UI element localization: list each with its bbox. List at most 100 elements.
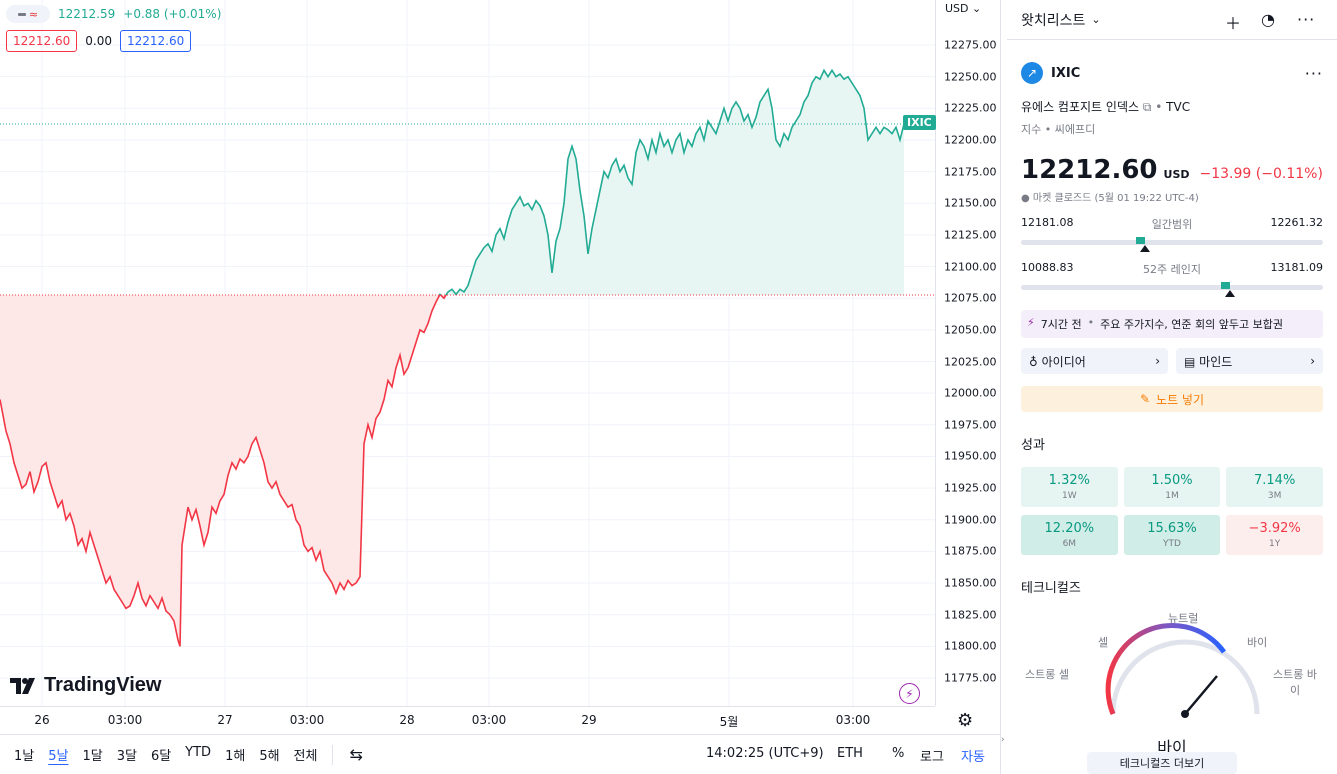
day-range-current-arrow xyxy=(1139,245,1150,252)
symbol-details: ↗ IXIC ··· 유에스 컴포지트 인덱스 ⧉ • TVC 지수 • 씨에프… xyxy=(1007,62,1337,762)
range-button[interactable]: 1달 xyxy=(82,749,103,764)
x-tick-label: 28 xyxy=(399,713,415,727)
gauge-neutral-label: 뉴트럴 xyxy=(1168,612,1199,625)
performance-period: YTD xyxy=(1163,539,1181,549)
symbol-source: TVC xyxy=(1166,100,1191,114)
current-price: 12212.60 xyxy=(1021,155,1158,185)
external-link-icon[interactable]: ⧉ xyxy=(1142,100,1152,114)
range-button[interactable]: YTD xyxy=(185,745,212,760)
percent-scale-toggle[interactable]: % xyxy=(892,746,905,761)
x-tick-label: 03:00 xyxy=(471,713,507,727)
day-range: 12181.08 일간범위 12261.32 xyxy=(1021,216,1323,252)
price-line-above xyxy=(438,68,905,296)
wave-icon: ≈ xyxy=(28,7,39,21)
technicals-gauge[interactable]: 뉴트럴 셀 바이 스트롱 셀 스트롱 바이 바이 xyxy=(1021,602,1323,762)
chart-plot[interactable] xyxy=(0,0,935,706)
price-change: −13.99 (−0.11%) xyxy=(1199,166,1323,182)
y-tick-label: 11775.00 xyxy=(944,671,997,685)
x-tick-label: 03:00 xyxy=(289,713,325,727)
watchlist-title[interactable]: 왓치리스트 xyxy=(1021,12,1086,29)
minus-icon xyxy=(17,12,26,16)
y-tick-label: 11950.00 xyxy=(944,449,997,463)
range-button[interactable]: 1날 xyxy=(14,749,35,764)
time-axis[interactable]: 26 03:00 27 03:00 28 03:00 29 5월 03:00 xyxy=(0,706,935,734)
symbol-logo-icon: ↗ xyxy=(1021,62,1043,84)
price-scale[interactable]: 12275.00 12250.00 12225.00 12200.00 12175.00… xyxy=(935,0,1001,706)
x-tick-label: 26 xyxy=(34,713,50,727)
performance-grid: 1.32% 1W 1.50% 1M 7.14% 3M 12.20% 6M 15.63% YTD −3… xyxy=(1021,467,1323,555)
ask-chip[interactable]: 12212.60 xyxy=(119,30,192,52)
tradingview-mark-icon xyxy=(10,677,35,694)
legend-toggle-button[interactable]: ≈ xyxy=(6,5,50,23)
performance-cell: 12.20% 6M xyxy=(1021,515,1118,555)
technicals-title[interactable]: 테크니컬즈 xyxy=(1021,581,1081,596)
date-range-calendar-icon[interactable]: ⇆ xyxy=(349,745,363,764)
symbol-more-icon[interactable]: ··· xyxy=(1304,63,1323,83)
legend-last-price: 12212.59 xyxy=(58,7,116,21)
range-button[interactable]: 5날 xyxy=(48,749,69,764)
chevron-down-icon[interactable]: ⌄ xyxy=(1091,13,1101,26)
performance-title: 성과 xyxy=(1021,438,1045,453)
legend-price-row: ≈ 12212.59 +0.88 (+0.01%) xyxy=(6,5,221,23)
bid-chip[interactable]: 12212.60 xyxy=(6,30,78,52)
clock-timezone[interactable]: 14:02:25 (UTC+9) xyxy=(706,746,824,761)
add-note-button[interactable]: ✎ 노트 넣기 xyxy=(1021,386,1323,412)
market-status-time: (5월 01 19:22 UTC-4) xyxy=(1094,193,1199,204)
pie-chart-icon[interactable]: ◔ xyxy=(1261,10,1275,29)
lightning-icon[interactable]: ⚡ xyxy=(899,683,920,704)
status-dot-icon: ● xyxy=(1021,193,1030,204)
tradingview-logo[interactable]: TradingView xyxy=(10,674,161,697)
chart-pane[interactable]: ≈ 12212.59 +0.88 (+0.01%) 12212.60 0.00 … xyxy=(0,0,1001,774)
range-button[interactable]: 전체 xyxy=(293,749,318,764)
market-status: ● 마켓 클로즈드 (5월 01 19:22 UTC-4) xyxy=(1021,189,1323,204)
range-button[interactable]: 5해 xyxy=(259,749,280,764)
y-tick-label: 11850.00 xyxy=(944,576,997,590)
week52-label: 52주 레인지 xyxy=(1143,263,1201,276)
gauge-svg xyxy=(1105,622,1260,718)
y-tick-label: 12125.00 xyxy=(944,228,997,242)
gauge-sell-label: 셀 xyxy=(1098,636,1109,649)
auto-scale-toggle[interactable]: 자동 xyxy=(961,750,985,765)
currency-dropdown[interactable]: USD ⌄ xyxy=(945,2,981,15)
minds-button[interactable]: ▤ 마인드 › xyxy=(1176,348,1323,374)
log-scale-toggle[interactable]: 로그 xyxy=(920,750,944,765)
week52-low: 10088.83 xyxy=(1021,261,1074,274)
symbol-ticker[interactable]: IXIC xyxy=(1051,65,1081,81)
lightbulb-icon: ♁ xyxy=(1029,354,1038,369)
more-options-icon[interactable]: ··· xyxy=(1297,10,1316,29)
pencil-icon: ✎ xyxy=(1139,392,1151,406)
news-headline[interactable]: ⚡ 7시간 전 • 주요 주가지수, 연준 회의 앞두고 보합권 xyxy=(1021,310,1323,338)
session-toggle[interactable]: ETH xyxy=(837,746,863,761)
tradingview-wordmark: TradingView xyxy=(44,674,162,696)
performance-value: 1.32% xyxy=(1048,473,1090,488)
x-tick-label: 03:00 xyxy=(835,713,871,727)
performance-cell: 7.14% 3M xyxy=(1226,467,1323,507)
symbol-name[interactable]: 유에스 컴포지트 인덱스 xyxy=(1021,100,1140,114)
range-button[interactable]: 1해 xyxy=(225,749,246,764)
gauge-strong-buy-label: 스트롱 바이 xyxy=(1273,668,1317,697)
y-tick-label: 12050.00 xyxy=(944,323,997,337)
panel-collapse-handle[interactable]: › xyxy=(1001,735,1005,745)
range-buttons: 1날 5날 1달 3달 6달 YTD 1해 5해 전체 xyxy=(7,745,324,764)
range-button[interactable]: 6달 xyxy=(150,749,172,764)
x-tick-label: 03:00 xyxy=(107,713,143,727)
y-tick-label: 11900.00 xyxy=(944,513,997,527)
minds-label: 마인드 xyxy=(1199,354,1233,369)
watchlist-panel: 왓치리스트 ⌄ ＋ ◔ ··· ↗ IXIC ··· 유에스 컴포지트 인덱스 … xyxy=(1007,0,1337,774)
gear-icon[interactable]: ⚙ xyxy=(957,710,974,731)
price-line-below xyxy=(0,295,457,647)
ideas-button[interactable]: ♁ 아이디어 › xyxy=(1021,348,1168,374)
more-technicals-button[interactable]: 테크니컬즈 더보기 xyxy=(1087,752,1237,774)
gauge-strong-sell-label: 스트롱 셀 xyxy=(1025,668,1069,681)
add-symbol-icon[interactable]: ＋ xyxy=(1225,14,1242,33)
range-button[interactable]: 3달 xyxy=(116,749,137,764)
area-fill-above xyxy=(0,70,904,296)
y-tick-label: 12000.00 xyxy=(944,386,997,400)
price-row: 12212.60 USD −13.99 (−0.11%) xyxy=(1021,155,1323,185)
dot-separator: • xyxy=(1044,123,1052,136)
gauge-buy-label: 바이 xyxy=(1247,636,1268,649)
bottom-toolbar: 1날 5날 1달 3달 6달 YTD 1해 5해 전체 ⇆ 14:02:25 (UTC+9) E… xyxy=(0,734,1001,774)
last-price-label: IXIC xyxy=(903,114,936,130)
y-tick-label: 11925.00 xyxy=(944,481,997,495)
market-status-text: 마켓 클로즈드 xyxy=(1032,193,1092,204)
